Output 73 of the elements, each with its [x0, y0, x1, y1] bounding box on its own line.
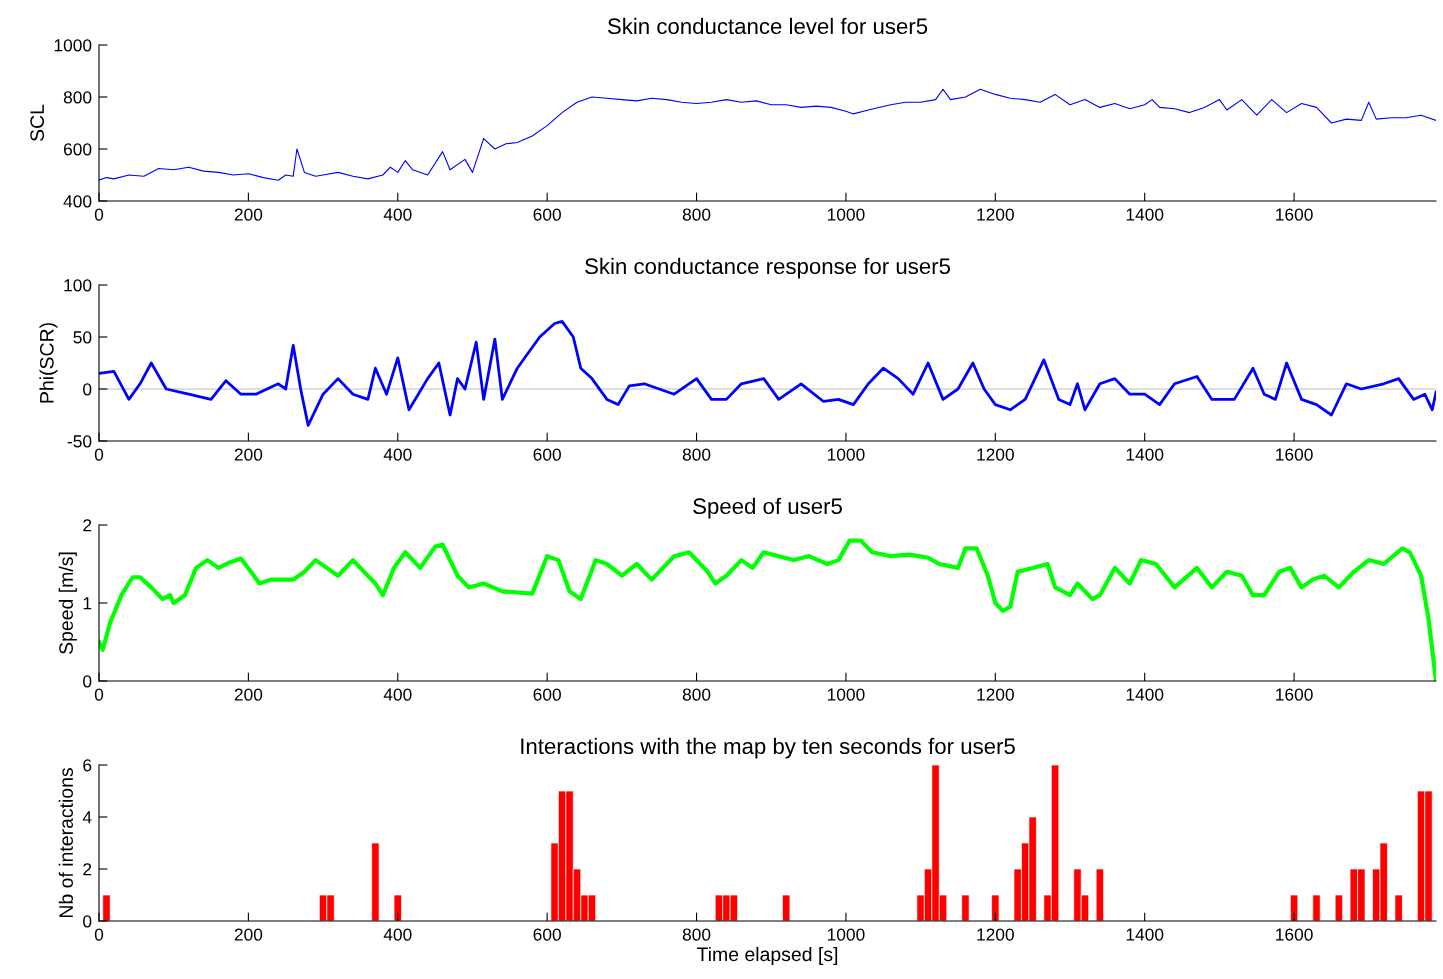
x-tick-label: 400 [383, 928, 412, 941]
x-tick-label: 1000 [827, 208, 865, 221]
bar [393, 894, 402, 921]
bar [371, 842, 380, 921]
x-tick-label: 800 [682, 688, 711, 701]
x-tick-label: 800 [682, 448, 711, 461]
chart-title: Skin conductance response for user5 [585, 257, 951, 279]
x-tick-label: 1600 [1276, 928, 1313, 941]
x-tick-label: 400 [383, 688, 412, 701]
x-tick-label: 1400 [1126, 928, 1164, 941]
bar [1290, 894, 1299, 921]
x-tick-label: 800 [682, 208, 711, 221]
bar [1394, 894, 1403, 921]
x-tick-label: 600 [533, 688, 561, 701]
x-tick-label: 1600 [1276, 448, 1313, 461]
bar [102, 894, 111, 921]
y-axis-title: Speed [m/s] [58, 552, 77, 654]
x-axis-title: Time elapsed [s] [696, 946, 838, 966]
x-tick-label: 1600 [1276, 208, 1313, 221]
y-tick-label: 0 [83, 675, 92, 688]
x-tick-label: 600 [533, 208, 561, 221]
chart-title: Speed of user5 [693, 497, 842, 519]
x-tick-label: 600 [533, 448, 561, 461]
x-tick-label: 0 [94, 208, 104, 221]
y-tick-label: 2 [83, 863, 92, 876]
y-axis-title: SCL [30, 104, 45, 142]
y-tick-label: 1 [83, 597, 92, 610]
x-tick-label: 200 [234, 208, 263, 221]
x-tick-label: 400 [383, 448, 412, 461]
x-tick-label: 600 [533, 928, 561, 941]
y-tick-label: 800 [63, 91, 92, 104]
y-tick-label: 6 [83, 759, 92, 772]
y-tick-label: -50 [67, 435, 92, 448]
y-tick-label: 1000 [54, 39, 92, 52]
x-tick-label: 800 [682, 928, 711, 941]
x-tick-label: 400 [383, 208, 412, 221]
x-tick-label: 1400 [1126, 448, 1164, 461]
chart-title: Skin conductance level for user5 [607, 17, 928, 35]
x-tick-label: 1200 [977, 928, 1014, 941]
x-tick-label: 200 [234, 928, 263, 941]
x-tick-label: 1000 [827, 928, 865, 941]
bar [1334, 894, 1343, 921]
y-tick-label: 50 [73, 331, 92, 344]
x-tick-label: 1600 [1276, 688, 1313, 701]
x-tick-label: 200 [234, 448, 263, 461]
x-tick-label: 0 [94, 448, 104, 461]
x-tick-label: 1000 [827, 688, 865, 701]
x-tick-label: 1200 [977, 448, 1014, 461]
y-tick-label: 0 [83, 383, 92, 396]
line-series [99, 88, 1436, 181]
bar [1312, 894, 1321, 921]
x-tick-label: 1400 [1126, 208, 1164, 221]
x-tick-label: 1000 [827, 448, 865, 461]
y-tick-label: 2 [83, 519, 92, 532]
y-tick-label: 600 [63, 143, 92, 156]
y-axis-title: Phi(SCR) [39, 323, 58, 403]
bar [1095, 868, 1104, 921]
line-series [99, 320, 1436, 427]
y-tick-label: 100 [64, 279, 92, 292]
bar [782, 894, 791, 921]
chart-title: Interactions with the map by ten seconds for user5 [521, 737, 1015, 759]
x-tick-label: 200 [234, 688, 263, 701]
x-tick-label: 0 [94, 688, 104, 701]
bar [961, 894, 970, 921]
x-tick-label: 1200 [977, 688, 1014, 701]
y-axis-title: Nb of interactions [58, 768, 73, 918]
y-tick-label: 4 [82, 811, 92, 824]
x-tick-label: 1200 [977, 208, 1014, 221]
y-tick-label: 0 [83, 915, 92, 928]
bar [991, 894, 1000, 921]
y-tick-label: 400 [63, 195, 92, 208]
x-tick-label: 0 [94, 928, 104, 941]
x-tick-label: 1400 [1126, 688, 1164, 701]
